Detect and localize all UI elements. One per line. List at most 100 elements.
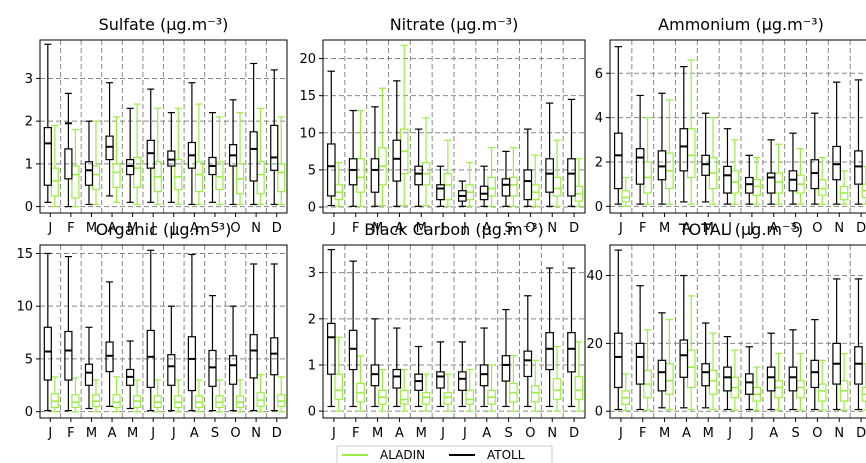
x-tick-label: J [618,426,623,441]
x-tick-label: F [352,426,359,441]
legend: ALADIN ATOLL [336,445,553,463]
box-atoll [501,355,511,382]
box-aladin [530,385,540,403]
x-tick-label: M [372,221,383,236]
y-tick-label: 40 [586,269,603,284]
box-aladin [708,369,718,395]
x-tick-label: A [682,221,691,236]
box-atoll [187,336,197,392]
box-aladin [256,161,265,195]
box-atoll [810,159,820,190]
y-tick-label: 1 [308,358,316,373]
box-aladin [133,156,142,188]
x-tick-label: N [251,426,261,441]
x-tick-label: J [462,426,467,441]
chart-title: Black Carbon (μg.m⁻³) [364,220,543,239]
box-atoll [348,329,358,371]
x-tick-label: J [171,221,176,236]
x-tick-label: M [372,426,383,441]
box-atoll [854,150,863,185]
box-aladin [465,389,475,405]
x-tick-label: F [67,221,74,236]
box-atoll [167,150,176,167]
x-tick-label: O [525,221,535,236]
y-tick-label: 10 [299,126,316,141]
x-tick-label: M [127,221,138,236]
box-atoll [613,132,623,190]
x-tick-label: A [482,426,491,441]
y-tick-label: 15 [299,89,316,104]
x-tick-label: O [525,426,535,441]
y-tick-label: 1 [25,157,33,172]
box-atoll [270,337,279,376]
axes-frame [609,244,866,419]
box-atoll [414,373,423,391]
x-tick-label: N [251,221,261,236]
box-atoll [84,161,94,186]
x-tick-label: A [769,221,778,236]
x-tick-label: A [190,221,199,236]
box-aladin [71,165,80,199]
box-aladin [686,349,696,389]
x-tick-label: F [67,426,74,441]
box-atoll [43,126,52,186]
x-tick-label: D [856,221,866,236]
x-tick-label: S [791,426,799,441]
box-atoll [723,366,732,392]
y-tick-label: 2 [25,115,33,130]
y-tick-label: 0 [25,405,33,420]
x-tick-label: O [812,426,822,441]
box-atoll [105,341,114,373]
box-atoll [479,364,489,387]
box-atoll [64,148,73,180]
box-aladin [817,179,827,196]
x-tick-label: J [331,426,336,441]
x-tick-label: N [834,426,844,441]
box-aladin [621,190,631,203]
y-tick-label: 0 [595,200,603,215]
x-tick-label: F [352,221,359,236]
x-tick-label: J [150,426,155,441]
box-atoll [392,139,402,182]
y-tick-label: 0 [25,200,33,215]
box-aladin [174,159,183,191]
x-tick-label: J [47,221,52,236]
box-aladin [91,165,101,191]
box-atoll [523,350,533,378]
box-atoll [228,355,238,385]
box-atoll [567,158,576,197]
x-tick-label: A [108,426,117,441]
y-tick-label: 2 [595,155,603,170]
box-atoll [810,359,820,389]
y-tick-label: 20 [586,337,603,352]
box-atoll [657,150,667,181]
x-tick-label: A [395,221,404,236]
x-tick-label: N [547,426,557,441]
y-tick-label: 0 [308,405,316,420]
box-aladin [552,176,562,197]
box-aladin [665,363,674,395]
axes-frame [39,244,288,419]
box-atoll [146,329,155,389]
x-tick-label: M [86,426,97,441]
y-tick-label: 20 [299,52,316,67]
chart-title: Ammonium (μg.m⁻³) [658,15,824,34]
box-atoll [370,158,380,193]
box-atoll [766,366,776,392]
x-tick-label: J [331,221,336,236]
x-tick-label: D [856,426,866,441]
box-atoll [370,364,380,387]
x-tick-label: M [659,426,670,441]
box-atoll [249,131,258,182]
x-tick-label: N [834,221,844,236]
y-tick-label: 10 [16,300,33,315]
box-atoll [326,322,336,375]
box-atoll [701,363,710,387]
box-atoll [348,158,358,186]
box-atoll [744,373,754,395]
x-tick-label: F [639,221,646,236]
x-tick-label: M [416,221,427,236]
